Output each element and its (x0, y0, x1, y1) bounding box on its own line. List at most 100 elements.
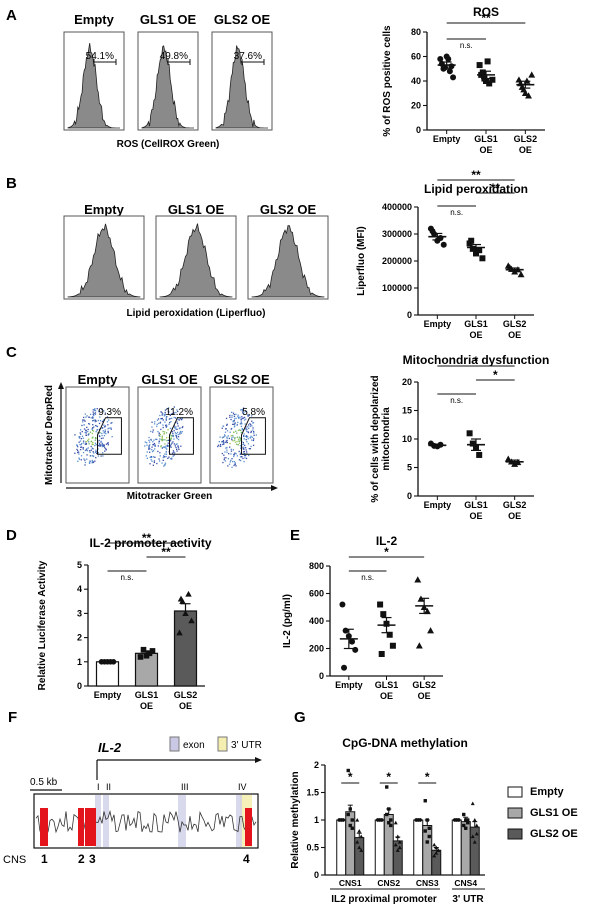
c-flow-event (92, 416, 94, 418)
f-exon-numeral: I (97, 782, 100, 792)
g-data-point (457, 818, 461, 822)
c-flow-event (176, 431, 179, 434)
c-flow-event (88, 423, 90, 425)
c-flow-event (88, 462, 91, 464)
panel-c-chart: Mitochondria dysfunction 0 5 10 15 20 Empty GLS… (370, 353, 549, 521)
c-flow-event (182, 426, 184, 428)
c-flow-event (94, 421, 96, 423)
c-flow-event (92, 416, 94, 419)
panel-letter-f: F (8, 709, 17, 726)
g-data-point (474, 823, 479, 828)
c-flow-event (149, 451, 151, 453)
c-flow-event (175, 436, 178, 438)
c-flow-event (158, 442, 160, 444)
c-flow-event (240, 409, 242, 411)
c-flow-event (104, 426, 106, 428)
c-flow-event (153, 456, 155, 458)
c-flow-event (230, 459, 232, 461)
c-flow-event (174, 445, 176, 447)
c-flow-event (170, 413, 173, 415)
b-xtick-label: GLS2 (503, 319, 527, 329)
g-data-point (385, 785, 389, 789)
c-flow-event (152, 429, 154, 431)
d-bar (95, 661, 120, 687)
g-data-point (466, 818, 470, 822)
a-xtick-label: OE (519, 145, 532, 155)
c-flow-event (160, 418, 162, 420)
c-flow-event (251, 425, 253, 427)
c-flow-event (161, 436, 163, 438)
c-flow-event (160, 446, 162, 448)
c-flow-event (95, 457, 97, 459)
c-flow-event (250, 430, 252, 433)
c-flow-event (84, 431, 86, 434)
c-flow-event (149, 444, 151, 446)
f-cns-peak (91, 808, 96, 846)
c-flow-event (230, 450, 233, 452)
c-flow-event (78, 457, 80, 459)
c-flow-event (100, 455, 102, 457)
c-flow-event (165, 419, 167, 421)
c-flow-event (217, 444, 220, 446)
c-flow-event (239, 456, 242, 458)
c-flow-event (230, 428, 232, 430)
c-flow-event (93, 452, 95, 454)
d-data-point (176, 629, 183, 636)
d-data-point (143, 652, 150, 659)
c-flow-event (180, 419, 183, 421)
c-flow-event (228, 463, 231, 465)
c-flow-event (88, 443, 90, 445)
c-flow-event (179, 432, 181, 434)
f-legend-utr-label: 3' UTR (231, 740, 262, 751)
a-significance-label: n.s. (460, 41, 473, 50)
c-flow-event (86, 415, 88, 417)
c-flow-event (96, 425, 99, 428)
c-flow-event (94, 410, 97, 412)
c-flow-event (103, 424, 105, 426)
c-flow-event (177, 445, 179, 447)
g-data-point (393, 842, 398, 847)
c-flow-event (245, 457, 248, 460)
c-flow-event (94, 442, 97, 444)
c-flow-event (82, 440, 85, 442)
c-flow-event (101, 442, 103, 445)
f-exon-numeral: III (181, 782, 189, 792)
c-flow-event (151, 450, 154, 453)
c-flow-event (230, 448, 232, 450)
e-data-point (341, 664, 348, 671)
b-flow-sample-label: Empty (84, 202, 125, 217)
c-flow-event (154, 456, 156, 458)
c-flow-event (80, 433, 82, 435)
a-y-axis-label: % of ROS positive cells (382, 25, 393, 137)
e-chart-title: IL-2 (376, 534, 398, 548)
g-data-point (389, 818, 393, 822)
c-flow-event (99, 444, 101, 446)
c-flow-event (164, 453, 166, 455)
c-flow-event (232, 420, 234, 422)
b-data-point (469, 245, 476, 252)
c-flow-event (240, 437, 242, 439)
c-flow-event (88, 416, 90, 418)
c-flow-event (159, 452, 161, 454)
c-flow-event (85, 416, 87, 418)
b-ytick-label: 400000 (382, 202, 412, 212)
g-data-point (423, 799, 427, 803)
c-flow-event (102, 437, 104, 439)
c-flow-event (84, 464, 86, 466)
c-flow-event (91, 462, 93, 464)
b-xtick-label: Empty (424, 319, 452, 329)
c-flow-event (149, 463, 151, 465)
c-flow-event (164, 409, 167, 411)
b-flow-plot-frame (63, 215, 145, 300)
c-flow-event (171, 442, 173, 444)
c-flow-event (103, 410, 105, 412)
c-flow-event (104, 447, 106, 449)
c-flow-x-label: Mitotracker Green (127, 491, 213, 502)
e-ytick-label: 400 (309, 616, 324, 626)
c-flow-event (98, 410, 100, 412)
c-flow-event (225, 417, 228, 420)
c-flow-event (104, 425, 107, 427)
e-data-point (414, 576, 422, 583)
c-flow-event (92, 413, 94, 416)
g-ytick-label: 1 (314, 815, 319, 825)
